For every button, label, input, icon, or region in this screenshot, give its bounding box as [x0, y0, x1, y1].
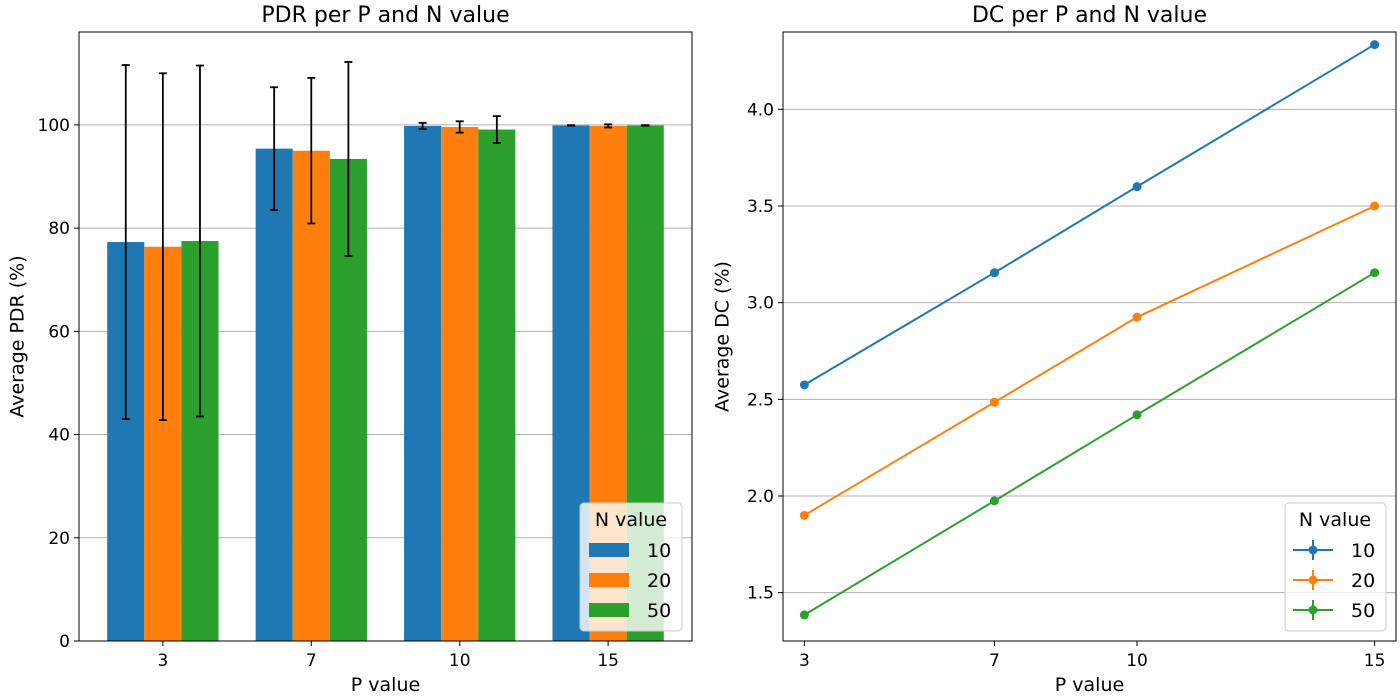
pdr-x-ticks: 3 7 10 15 [157, 641, 619, 671]
dc-point [989, 268, 999, 278]
dc-legend: N value 10 20 50 [1284, 502, 1387, 632]
dc-line-chart: DC per P and N value 1.52.02.53.03.54.0 … [712, 3, 1397, 696]
dc-y-tick-label: 4.0 [747, 100, 774, 120]
dc-point [1132, 410, 1142, 420]
pdr-x-tick-label: 7 [306, 651, 317, 671]
pdr-legend-label: 50 [647, 600, 671, 622]
dc-legend-box [1284, 502, 1387, 632]
dc-series-line [803, 271, 1376, 616]
pdr-x-tick-label: 15 [597, 651, 619, 671]
dc-series-line [803, 43, 1376, 386]
pdr-y-tick-label: 20 [48, 529, 70, 549]
dc-point [1132, 182, 1142, 192]
pdr-bar [404, 125, 442, 641]
dc-x-axis-label: P value [1055, 674, 1124, 696]
dc-x-tick-label: 10 [1126, 651, 1148, 671]
dc-point [799, 610, 809, 620]
pdr-legend: N value 10 20 50 [579, 502, 683, 632]
pdr-x-tick-label: 3 [157, 651, 168, 671]
pdr-legend-title: N value [595, 509, 667, 531]
pdr-bar-chart: PDR per P and N value 0 20 40 60 80 100 3 7 10 1… [7, 3, 693, 696]
dc-point [1370, 201, 1380, 211]
pdr-legend-label: 20 [647, 570, 671, 592]
dc-legend-marker [1293, 540, 1333, 560]
pdr-y-tick-label: 60 [48, 322, 70, 342]
pdr-y-tick-label: 0 [59, 632, 70, 652]
dc-legend-label: 50 [1351, 600, 1375, 622]
dc-point [799, 510, 809, 520]
dc-plot-frame [782, 31, 1397, 642]
dc-legend-marker [1293, 570, 1333, 590]
dc-chart-title: DC per P and N value [972, 3, 1207, 28]
pdr-y-ticks: 0 20 40 60 80 100 [38, 116, 79, 652]
pdr-x-tick-label: 10 [449, 651, 471, 671]
dc-y-tick-label: 2.0 [747, 487, 774, 507]
pdr-legend-box [579, 502, 683, 632]
dc-legend-point [1308, 545, 1318, 555]
pdr-legend-label: 10 [647, 540, 671, 562]
dc-y-tick-label: 2.5 [747, 390, 774, 410]
dc-lines [799, 40, 1380, 620]
pdr-bar [441, 126, 479, 642]
dc-legend-label: 20 [1351, 570, 1375, 592]
pdr-legend-swatch [589, 543, 629, 557]
dc-point [1132, 312, 1142, 322]
dc-legend-title: N value [1299, 509, 1371, 531]
pdr-y-tick-label: 80 [48, 219, 70, 239]
pdr-y-tick-label: 100 [38, 116, 70, 136]
pdr-bar [478, 129, 516, 641]
dc-point [1370, 268, 1380, 278]
pdr-plot-frame [78, 31, 693, 642]
dc-y-tick-label: 1.5 [747, 584, 774, 604]
dc-point [799, 380, 809, 390]
dc-y-tick-label: 3.0 [747, 294, 774, 314]
dc-y-tick-label: 3.5 [747, 197, 774, 217]
dc-legend-marker [1293, 600, 1333, 620]
pdr-x-axis-label: P value [351, 674, 420, 696]
dc-legend-point [1308, 575, 1318, 585]
dc-x-tick-label: 15 [1364, 651, 1386, 671]
pdr-legend-swatch [589, 573, 629, 587]
pdr-bar [292, 150, 330, 642]
dc-series-line [803, 205, 1376, 517]
pdr-y-tick-label: 40 [48, 426, 70, 446]
dc-gridlines [783, 108, 1396, 594]
dc-y-axis-label: Average DC (%) [712, 261, 734, 412]
dc-legend-point [1308, 605, 1318, 615]
dc-y-ticks: 1.5 2.0 2.5 3.0 3.5 4.0 [747, 100, 783, 604]
dc-point [1370, 40, 1380, 50]
pdr-bar [255, 148, 293, 641]
dc-x-ticks: 3 7 10 15 [799, 641, 1385, 671]
dc-x-tick-label: 3 [799, 651, 810, 671]
dc-legend-label: 10 [1351, 540, 1375, 562]
dc-point [989, 496, 999, 506]
dc-point [989, 397, 999, 407]
pdr-legend-swatch [589, 603, 629, 617]
pdr-chart-title: PDR per P and N value [261, 3, 509, 28]
dc-x-tick-label: 7 [989, 651, 1000, 671]
pdr-error-bars [121, 61, 650, 422]
pdr-y-axis-label: Average PDR (%) [7, 255, 29, 417]
